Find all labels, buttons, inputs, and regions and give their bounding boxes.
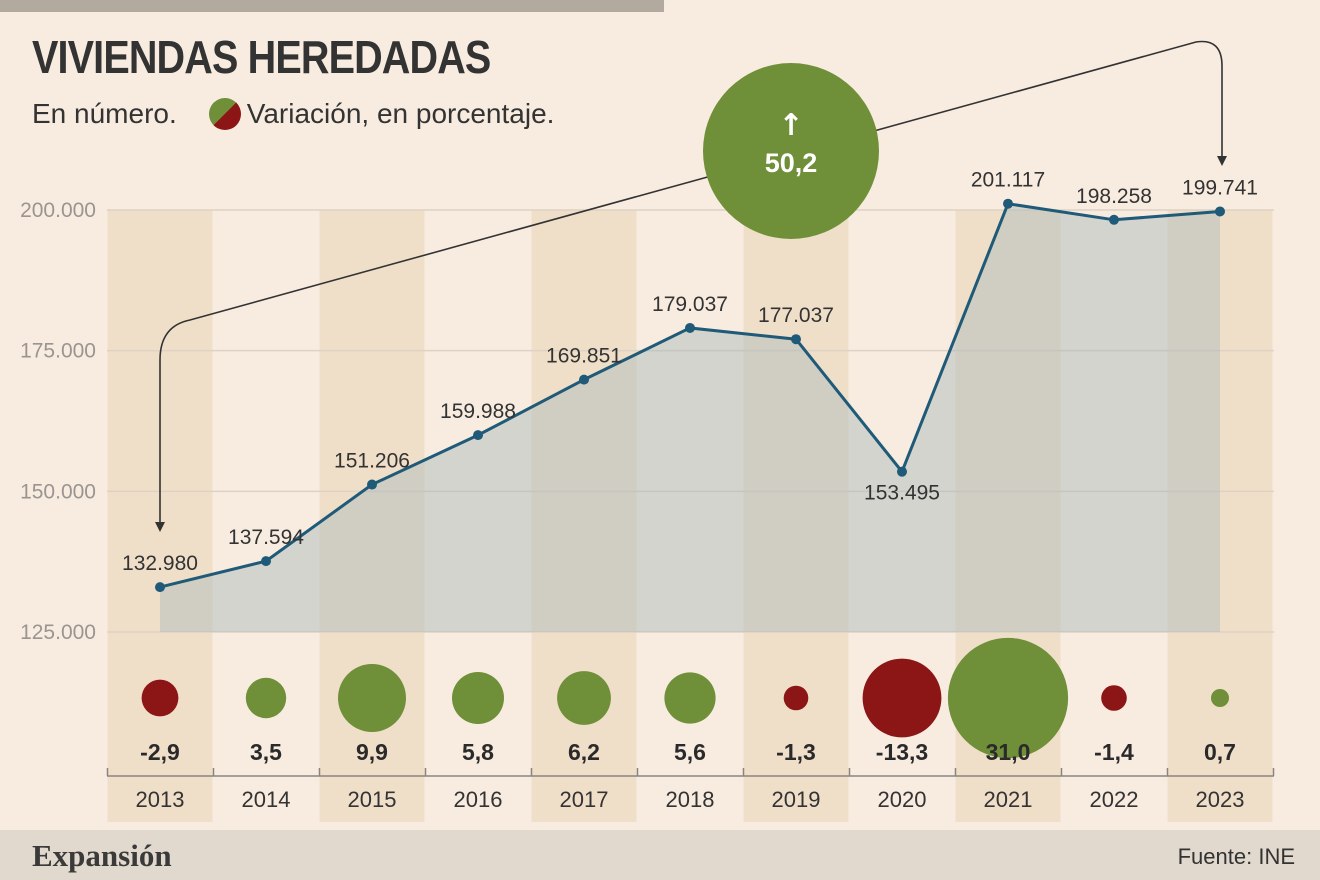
legend-variation-icon — [208, 98, 241, 130]
variation-label: 9,9 — [356, 739, 388, 765]
variation-bubble — [245, 677, 287, 719]
data-point — [261, 556, 271, 567]
data-point — [1003, 198, 1013, 209]
top-accent-bar — [0, 0, 664, 12]
data-point — [579, 374, 589, 385]
variation-label: -1,4 — [1094, 739, 1134, 765]
variation-label: 6,2 — [568, 739, 600, 765]
data-point — [473, 430, 483, 441]
x-tick-label: 2017 — [560, 787, 609, 812]
variation-bubble — [452, 672, 504, 724]
variation-bubble — [338, 664, 406, 732]
data-point — [791, 334, 801, 345]
x-tick-label: 2019 — [772, 787, 821, 812]
data-label: 169.851 — [546, 345, 622, 368]
column-band — [1167, 210, 1273, 822]
variation-bubble — [664, 672, 716, 724]
variation-label: 5,6 — [674, 739, 706, 765]
connector-line — [159, 40, 1223, 525]
x-tick-label: 2018 — [666, 787, 715, 812]
data-point — [685, 322, 695, 333]
variation-bubble — [783, 685, 809, 711]
data-label: 137.594 — [228, 526, 304, 549]
x-tick-label: 2021 — [984, 787, 1033, 812]
x-tick-label: 2022 — [1090, 787, 1139, 812]
variation-bubble — [1211, 689, 1229, 707]
data-label: 151.206 — [334, 450, 410, 473]
variation-label: 31,0 — [986, 739, 1031, 765]
x-tick-label: 2023 — [1196, 787, 1245, 812]
variation-bubble — [141, 679, 179, 717]
x-tick-label: 2014 — [242, 787, 291, 812]
data-label: 177.037 — [758, 304, 834, 327]
data-label: 179.037 — [652, 293, 728, 316]
source-note: Fuente: INE — [1177, 844, 1295, 869]
data-point — [367, 479, 377, 490]
up-arrow-icon: ↑ — [778, 108, 803, 143]
variation-label: -13,3 — [876, 739, 928, 765]
area-fill — [160, 203, 1220, 632]
page-title: VIVIENDAS HEREDADAS — [32, 31, 491, 83]
variation-label: 5,8 — [462, 739, 494, 765]
arrowhead-end — [1217, 156, 1227, 166]
data-label: 199.741 — [1182, 176, 1258, 199]
data-label: 159.988 — [440, 400, 516, 423]
data-label: 201.117 — [971, 169, 1045, 192]
callout-bubble — [703, 63, 879, 239]
y-tick-label: 125.000 — [20, 621, 96, 644]
variation-label: 0,7 — [1204, 739, 1236, 765]
x-tick-label: 2020 — [878, 787, 927, 812]
x-tick-label: 2015 — [348, 787, 397, 812]
y-tick-label: 175.000 — [20, 340, 96, 363]
variation-label: -1,3 — [776, 739, 816, 765]
data-label: 132.980 — [122, 552, 198, 575]
variation-label: -2,9 — [140, 739, 180, 765]
subtitle: En número. Variación, en porcentaje. — [32, 98, 554, 130]
x-tick-label: 2013 — [136, 787, 185, 812]
data-point — [155, 582, 165, 593]
variation-bubble — [862, 658, 942, 738]
y-tick-label: 150.000 — [20, 480, 96, 503]
y-tick-label: 200.000 — [20, 199, 96, 222]
brand-logo: Expansión — [32, 838, 172, 873]
column-band — [743, 210, 849, 822]
data-point — [1109, 214, 1119, 225]
data-label: 198.258 — [1076, 185, 1152, 208]
x-tick-label: 2016 — [454, 787, 503, 812]
subtitle-number: En número. — [32, 98, 177, 129]
footer-bar — [0, 830, 1320, 880]
variation-bubble — [1101, 685, 1127, 711]
callout-value: 50,2 — [765, 148, 818, 178]
subtitle-variation: Variación, en porcentaje. — [246, 98, 555, 129]
variation-bubble — [947, 637, 1069, 759]
data-point — [1215, 206, 1225, 217]
data-label: 153.495 — [864, 482, 940, 505]
arrowhead-start — [155, 522, 165, 532]
variation-bubble — [557, 671, 611, 725]
variation-label: 3,5 — [250, 739, 282, 765]
data-point — [897, 466, 907, 477]
